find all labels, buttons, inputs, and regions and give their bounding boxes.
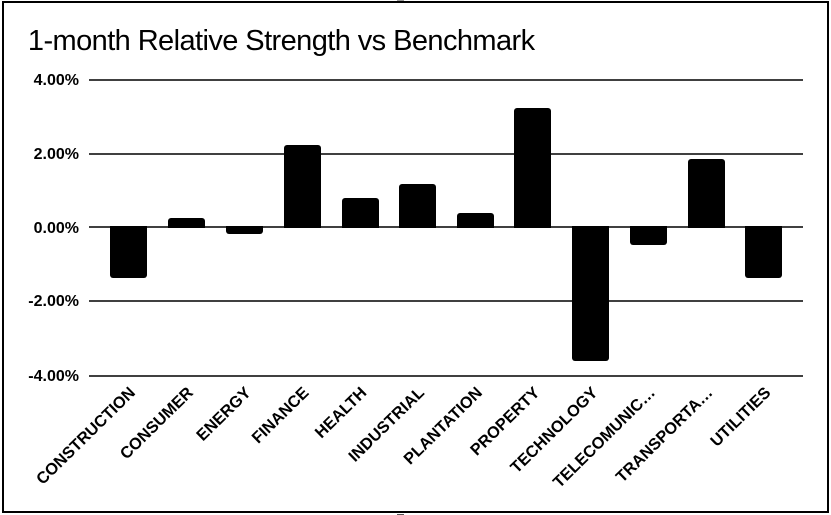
svg-text:CONSTRUCTION: CONSTRUCTION [33, 384, 139, 489]
svg-text:FINANCE: FINANCE [248, 384, 312, 448]
svg-text:HEALTH: HEALTH [312, 384, 371, 442]
svg-text:TELECOMUNIC…: TELECOMUNIC… [550, 384, 659, 492]
svg-text:UTILITIES: UTILITIES [707, 384, 774, 451]
svg-text:TRANSPORTA…: TRANSPORTA… [613, 384, 717, 486]
svg-text:ENERGY: ENERGY [193, 384, 255, 445]
